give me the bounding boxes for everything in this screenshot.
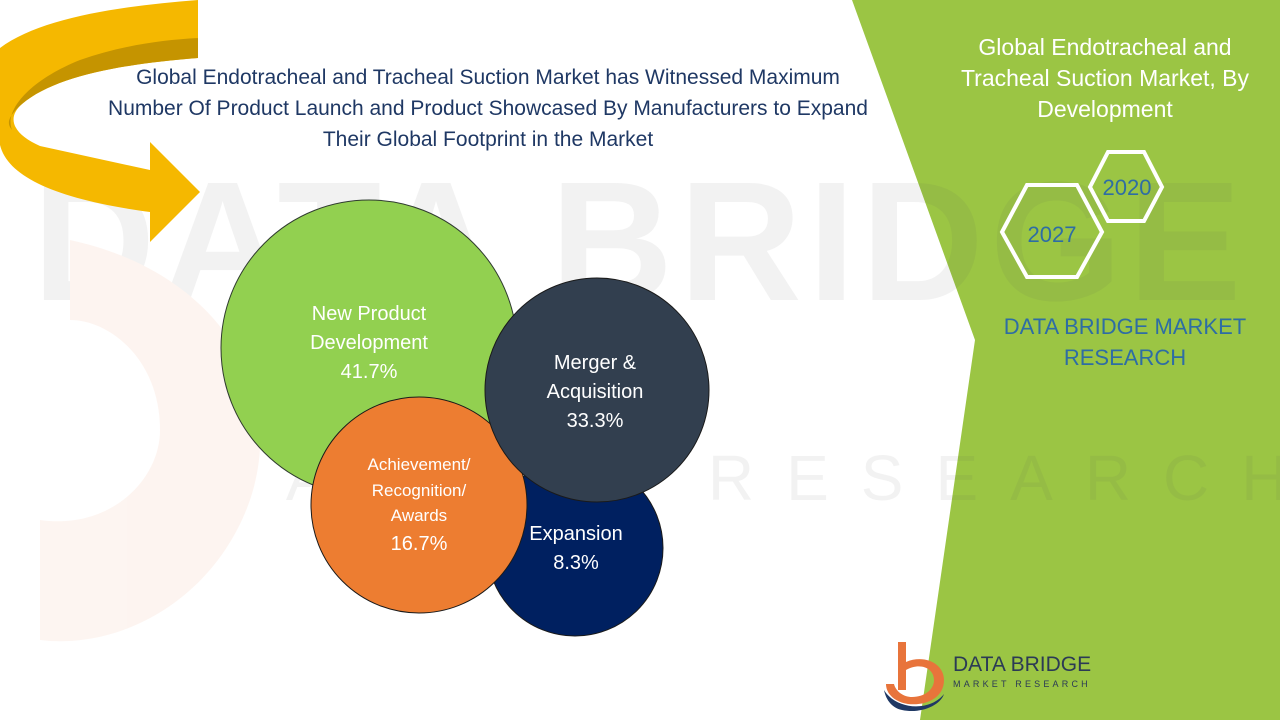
headline-line-3: Their Global Footprint in the Market (322, 128, 654, 151)
headline-line-1: Global Endotracheal and Tracheal Suction… (136, 66, 840, 89)
logo-mark-icon (886, 642, 944, 705)
side-brand-line-1: DATA BRIDGE MARKET (1003, 314, 1247, 339)
bubble-merger-acquisition (484, 277, 710, 503)
logo-name: DATA BRIDGE (953, 653, 1091, 676)
label-achievement-line-1: Achievement/ (368, 455, 471, 474)
bubble-achievement-recognition-awards (310, 396, 528, 614)
side-panel-title: Global Endotracheal and Tracheal Suction… (940, 32, 1270, 125)
side-title-line-2: Tracheal Suction Market, By (960, 65, 1250, 91)
label-merger-line-1: Merger & (554, 352, 637, 374)
label-merger-line-2: Acquisition (547, 381, 644, 403)
logo-tagline: MARKET RESEARCH (953, 679, 1091, 689)
label-expansion-line-1: Expansion (529, 523, 622, 545)
label-merger-acquisition: Merger & Acquisition 33.3% (547, 352, 644, 432)
value-expansion: 8.3% (553, 552, 599, 574)
side-brand-line-2: RESEARCH (1063, 345, 1187, 370)
value-new-product-development: 41.7% (341, 361, 398, 383)
label-achievement-line-3: Awards (391, 506, 447, 525)
watermark-logo-mark (40, 240, 261, 642)
side-title-line-1: Global Endotracheal and (978, 34, 1232, 60)
label-new-product-line-2: Development (310, 332, 428, 354)
value-merger-acquisition: 33.3% (567, 410, 624, 432)
curved-arrow-icon (0, 0, 200, 242)
headline: Global Endotracheal and Tracheal Suction… (60, 62, 916, 155)
green-side-panel (852, 0, 1280, 720)
year-end-label: 2027 (1028, 222, 1077, 247)
label-achievement-line-2: Recognition/ (372, 481, 467, 500)
label-achievement-recognition-awards: Achievement/ Recognition/ Awards 16.7% (368, 455, 471, 555)
data-bridge-logo: DATA BRIDGE MARKET RESEARCH (884, 642, 1091, 712)
headline-line-2: Number Of Product Launch and Product Sho… (108, 97, 868, 120)
year-hexagon-2027 (999, 183, 1105, 279)
label-expansion: Expansion 8.3% (529, 523, 622, 574)
value-achievement-recognition-awards: 16.7% (391, 533, 448, 555)
label-new-product-development: New Product Development 41.7% (310, 303, 428, 383)
label-new-product-line-1: New Product (312, 303, 427, 325)
side-title-line-3: Development (1037, 96, 1173, 122)
side-panel-brand: DATA BRIDGE MARKET RESEARCH (975, 311, 1275, 373)
year-start-label: 2020 (1103, 175, 1152, 200)
year-hexagon-2020 (1087, 150, 1165, 223)
